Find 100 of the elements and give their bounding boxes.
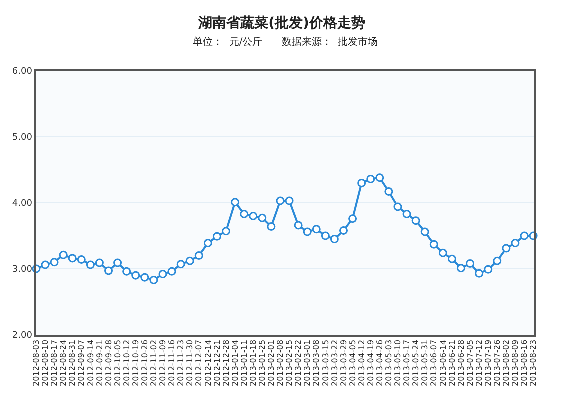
x-tick-label: 2013-03-08 — [312, 340, 322, 386]
x-tick-label: 2013-06-28 — [456, 340, 466, 386]
point — [104, 266, 114, 276]
x-tick-label: 2013-03-29 — [339, 340, 348, 386]
x-tick-label: 2012-12-14 — [204, 340, 213, 386]
point — [430, 240, 438, 249]
point — [456, 264, 466, 273]
point — [502, 244, 511, 253]
point — [114, 258, 122, 268]
point — [231, 198, 240, 207]
x-tick-label: 2012-09-28 — [104, 340, 114, 386]
x-tick-label: 2012-12-07 — [194, 340, 204, 386]
x-tick-label: 2013-08-23 — [529, 340, 538, 386]
x-tick-label: 2012-08-24 — [59, 340, 68, 386]
point — [212, 232, 222, 241]
x-tick-label: 2013-07-26 — [493, 340, 502, 386]
point — [493, 256, 502, 266]
point — [176, 260, 186, 269]
x-tick-label: 2012-10-05 — [113, 340, 122, 386]
x-tick-label: 2013-04-05 — [348, 340, 358, 386]
x-tick-label: 2013-02-08 — [276, 340, 286, 386]
x-tick-label: 2013-04-26 — [376, 340, 384, 386]
x-tick-label: 2013-07-12 — [474, 340, 484, 386]
x-tick-label: 2012-10-19 — [131, 340, 140, 386]
x-tick-label: 2013-06-21 — [448, 340, 457, 386]
point — [330, 235, 339, 244]
x-tick-label: 2012-08-10 — [41, 340, 50, 386]
point — [520, 232, 529, 240]
point — [511, 239, 520, 248]
point — [475, 269, 484, 278]
x-tick-label: 2013-08-09 — [511, 340, 520, 386]
x-tick-label: 2013-05-10 — [394, 340, 403, 386]
point — [249, 212, 258, 220]
point — [484, 265, 493, 274]
point — [132, 271, 140, 280]
x-tick-label: 2012-09-21 — [95, 340, 104, 386]
x-tick-label: 2012-11-16 — [168, 340, 177, 386]
x-tick-label: 2013-02-15 — [285, 340, 294, 386]
x-tick-label: 2013-05-31 — [420, 340, 430, 386]
x-tick-label: 2013-02-22 — [294, 340, 304, 386]
point — [376, 174, 384, 182]
x-tick-label: 2013-08-16 — [520, 340, 530, 386]
point — [438, 248, 448, 258]
point — [140, 273, 150, 282]
point — [122, 267, 132, 276]
point — [41, 260, 50, 270]
y-tick-label: 2.00 — [12, 331, 33, 342]
point — [222, 227, 230, 236]
x-tick-label: 2012-09-07 — [77, 340, 86, 386]
y-tick-label: 4.00 — [12, 199, 33, 210]
point — [285, 196, 294, 206]
point — [340, 226, 348, 235]
x-tick-label: 2012-09-14 — [86, 340, 96, 386]
x-tick-label: 2013-07-19 — [484, 340, 493, 386]
point — [86, 260, 95, 270]
point — [50, 258, 59, 267]
x-tick-label: 2013-02-01 — [267, 340, 276, 386]
point — [348, 214, 358, 224]
point — [402, 210, 412, 218]
x-tick-label: 2012-10-26 — [140, 340, 150, 386]
x-tick-label: 2012-11-09 — [158, 340, 168, 386]
point — [303, 228, 312, 236]
x-tick-label: 2013-06-07 — [430, 340, 439, 386]
x-tick-label: 2013-04-12 — [357, 340, 366, 386]
x-tick-label: 2012-08-03 — [32, 340, 42, 386]
x-tick-label: 2013-07-05 — [466, 340, 475, 386]
point — [276, 196, 285, 206]
point — [267, 222, 276, 232]
x-tick-label: 2013-06-14 — [438, 340, 448, 386]
x-tick-label: 2013-01-18 — [248, 340, 258, 386]
point — [258, 214, 267, 222]
chart-title: 湖南省蔬菜(批发)价格走势 — [198, 16, 366, 32]
x-tick-label: 2013-05-03 — [384, 340, 394, 386]
point — [68, 254, 77, 263]
x-tick-label: 2013-03-15 — [321, 340, 330, 386]
point — [358, 178, 366, 188]
point — [366, 174, 376, 184]
point — [466, 259, 475, 268]
y-tick-label: 5.00 — [12, 133, 33, 144]
point — [384, 188, 394, 196]
point — [240, 210, 249, 218]
point — [321, 232, 330, 240]
x-tick-label: 2012-10-12 — [122, 340, 132, 386]
point — [412, 216, 420, 226]
point — [394, 202, 402, 212]
point — [77, 256, 86, 264]
point — [150, 276, 158, 284]
x-tick-label: 2013-01-11 — [240, 340, 249, 386]
x-tick-label: 2013-03-22 — [330, 340, 340, 386]
x-tick-label: 2013-01-04 — [230, 340, 240, 386]
x-tick-label: 2012-08-17 — [50, 340, 60, 386]
x-tick-label: 2013-04-19 — [366, 340, 376, 386]
point — [448, 254, 456, 264]
x-tick-label: 2013-05-24 — [412, 340, 421, 386]
point — [420, 228, 430, 236]
x-tick-label: 2012-12-21 — [212, 340, 222, 386]
x-tick-label: 2012-11-23 — [176, 340, 186, 386]
point — [204, 239, 212, 248]
point — [294, 221, 303, 230]
x-tick-label: 2012-11-30 — [186, 340, 195, 386]
